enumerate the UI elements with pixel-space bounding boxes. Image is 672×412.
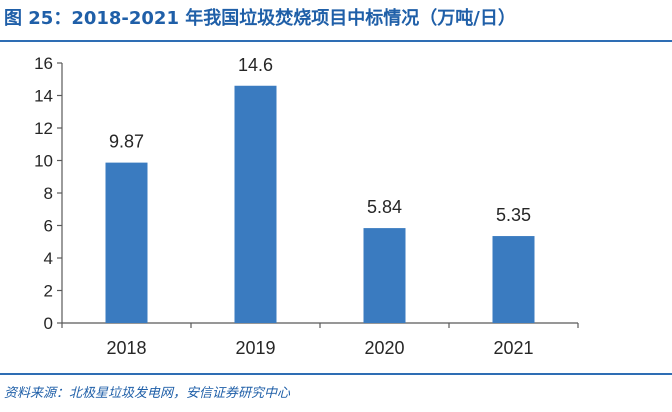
- bar-2019: [234, 85, 277, 323]
- y-tick-label: 4: [44, 249, 53, 268]
- x-axis-ticks: 2018 2019 2020 2021: [61, 323, 579, 358]
- source-note: 资料来源：北极星垃圾发电网，安信证券研究中心: [4, 386, 291, 401]
- x-tick-label-2019: 2019: [235, 338, 275, 358]
- data-label-2019: 14.6: [238, 55, 273, 75]
- chart-bars: [105, 85, 535, 323]
- y-axis-ticks: 0 2 4 6 8 10 12 14 16: [34, 54, 62, 333]
- figure-title: 图 25：2018-2021 年我国垃圾焚烧项目中标情况（万吨/日）: [4, 8, 516, 29]
- bar-2021: [492, 236, 535, 323]
- y-tick-label: 0: [44, 314, 53, 333]
- y-tick-label: 10: [34, 152, 53, 171]
- x-tick-label-2018: 2018: [106, 338, 146, 358]
- x-tick-label-2020: 2020: [364, 338, 404, 358]
- y-tick-label: 2: [44, 282, 53, 301]
- data-label-2018: 9.87: [109, 132, 144, 152]
- y-tick-label: 6: [44, 217, 53, 236]
- bar-2020: [363, 228, 406, 323]
- y-tick-label: 14: [34, 87, 53, 106]
- data-label-2021: 5.35: [496, 205, 531, 225]
- source-divider: [0, 373, 672, 375]
- title-divider: [0, 40, 672, 42]
- y-tick-label: 12: [34, 119, 53, 138]
- y-tick-label: 8: [44, 184, 53, 203]
- data-labels: 9.87 14.6 5.84 5.35: [109, 55, 531, 225]
- data-label-2020: 5.84: [367, 197, 402, 217]
- bar-2018: [105, 162, 148, 323]
- x-tick-label-2021: 2021: [493, 338, 533, 358]
- y-tick-label: 16: [34, 54, 53, 73]
